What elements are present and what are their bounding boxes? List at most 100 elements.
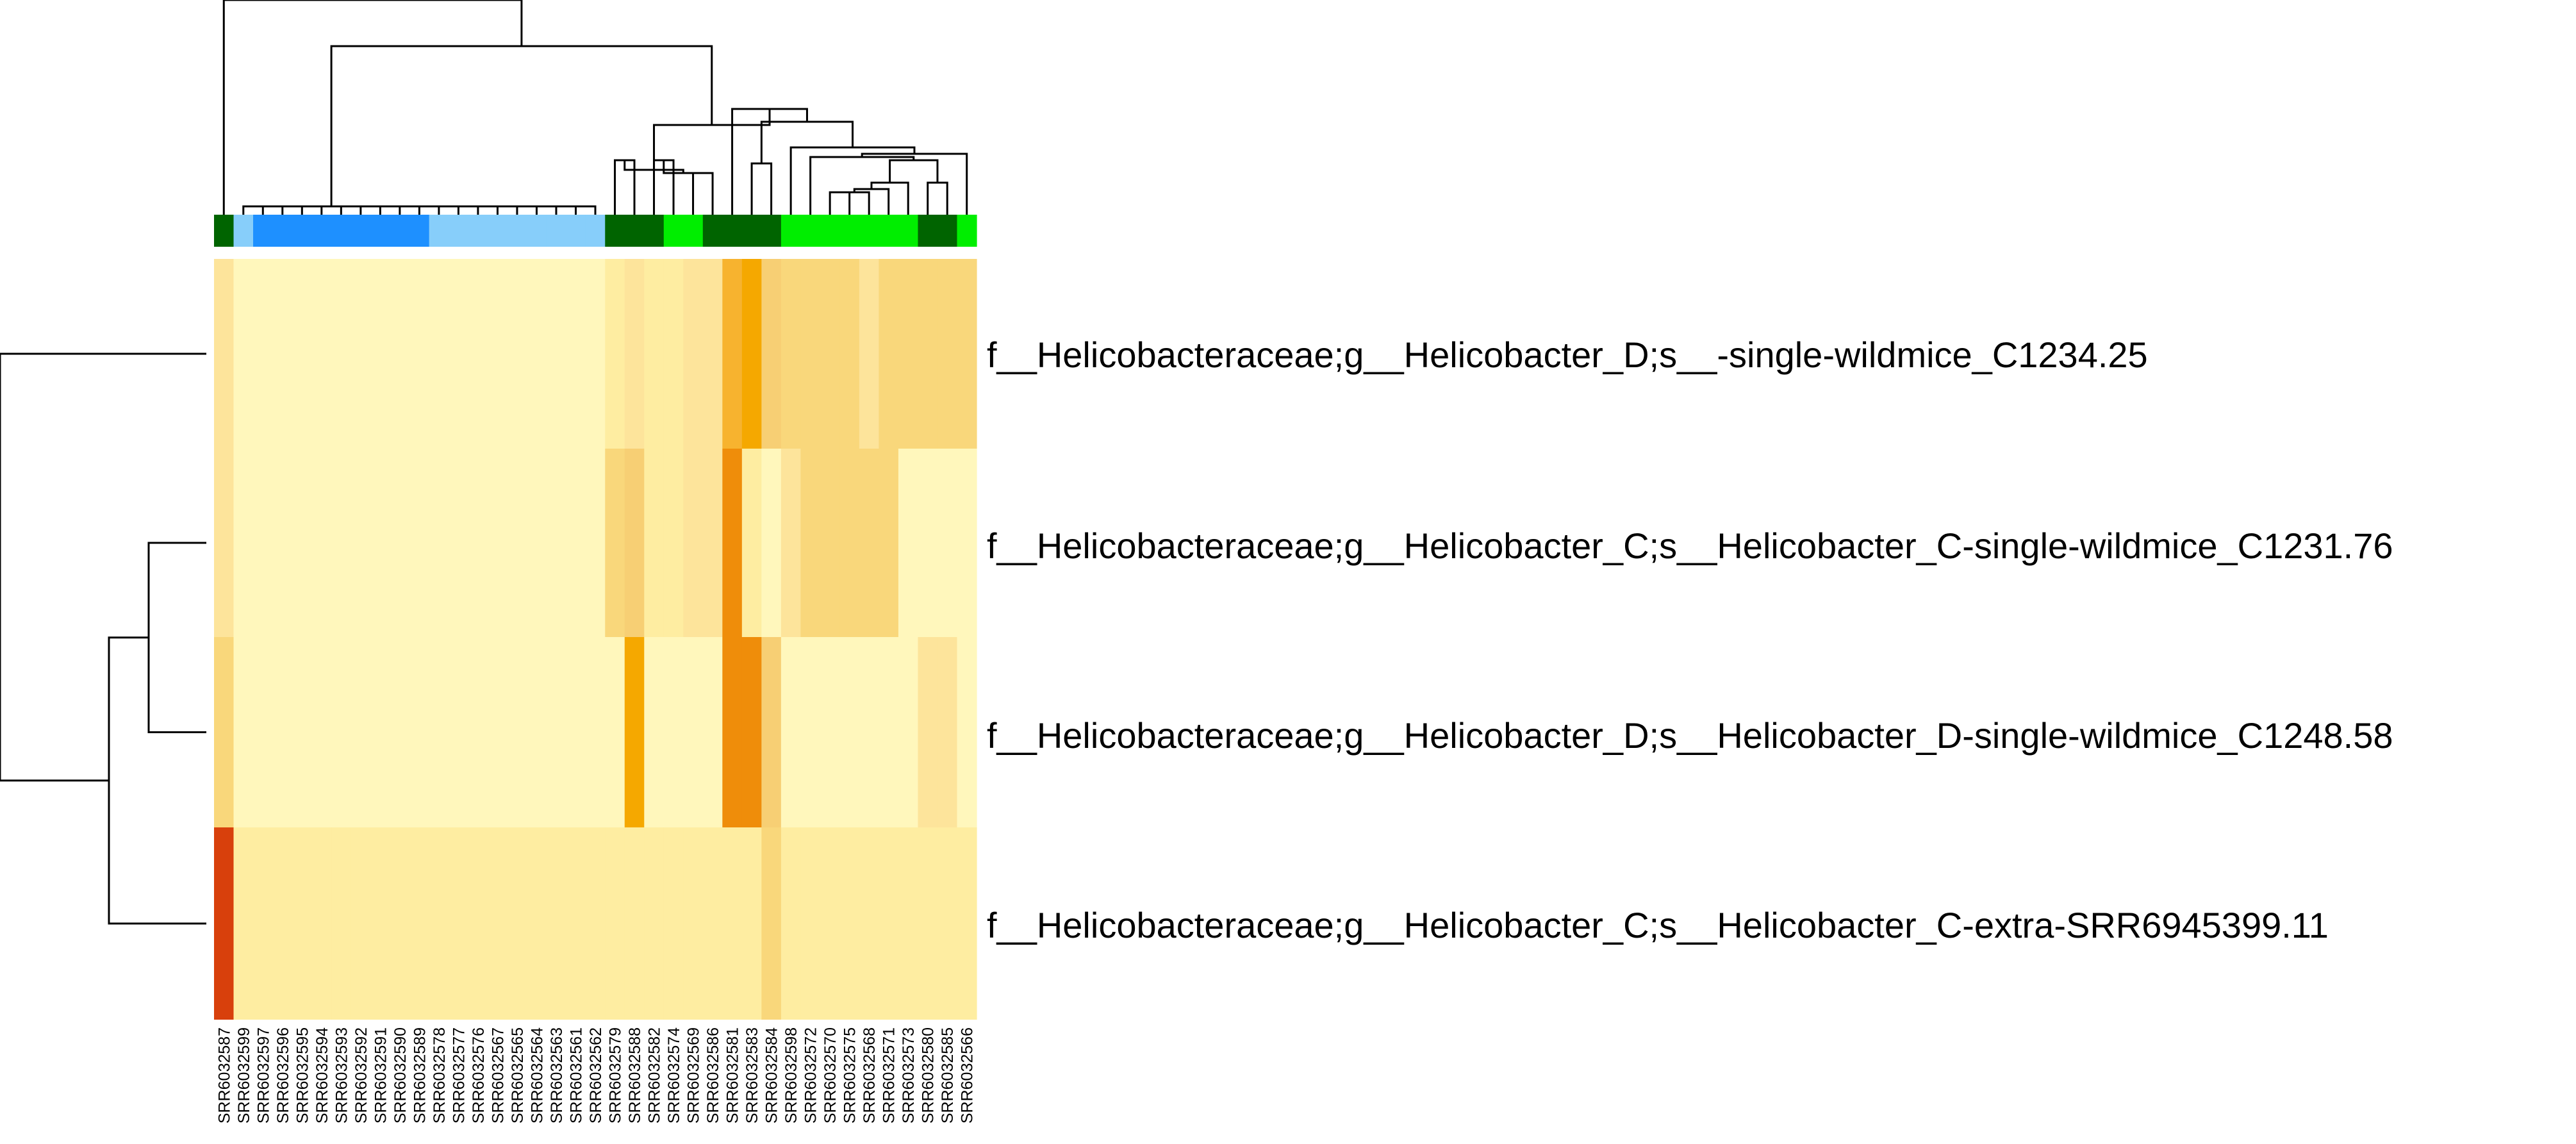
heatmap-cell xyxy=(644,259,665,449)
column-label: SRR6032569 xyxy=(685,1027,703,1123)
heatmap-cell xyxy=(507,449,527,637)
heatmap-cell xyxy=(644,449,665,637)
heatmap-cell xyxy=(311,827,332,1020)
group-color-cell xyxy=(879,215,899,247)
heatmap-cell xyxy=(449,637,469,827)
group-color-cell xyxy=(272,215,293,247)
heatmap-cell xyxy=(624,827,645,1020)
heatmap-cell xyxy=(761,449,782,637)
heatmap-cell xyxy=(820,259,841,449)
group-color-cell xyxy=(937,215,958,247)
heatmap-cell xyxy=(663,259,684,449)
heatmap-cell xyxy=(272,827,293,1020)
heatmap-cell xyxy=(546,259,566,449)
dendrogram-branch xyxy=(108,636,206,925)
heatmap-cell xyxy=(214,449,235,637)
heatmap-cell xyxy=(370,259,391,449)
heatmap-cell xyxy=(957,827,977,1020)
column-label: SRR6032597 xyxy=(254,1027,272,1123)
column-label: SRR6032580 xyxy=(920,1027,937,1123)
dendrogram-branch xyxy=(663,160,703,174)
heatmap-cell xyxy=(898,827,919,1020)
column-label: SRR6032593 xyxy=(333,1027,351,1123)
heatmap-cell xyxy=(624,259,645,449)
column-label: SRR6032594 xyxy=(313,1027,331,1123)
group-color-cell xyxy=(585,215,606,247)
heatmap-cell xyxy=(292,637,313,827)
heatmap-cell xyxy=(761,637,782,827)
group-color-cell xyxy=(839,215,860,247)
heatmap-cell xyxy=(214,259,235,449)
group-color-cell xyxy=(761,215,782,247)
heatmap-cell xyxy=(253,449,274,637)
heatmap-cell xyxy=(780,637,801,827)
heatmap-cell xyxy=(527,259,547,449)
heatmap-cell xyxy=(546,637,566,827)
dendrogram-branch xyxy=(853,188,890,215)
heatmap-cell xyxy=(859,827,880,1020)
dendrogram-branch xyxy=(330,45,713,206)
row-dendrogram xyxy=(0,352,206,925)
heatmap-cell xyxy=(468,827,488,1020)
group-color-cell xyxy=(566,215,586,247)
heatmap-cell xyxy=(468,259,488,449)
group-color-cell xyxy=(488,215,508,247)
group-color-cell xyxy=(957,215,977,247)
dendrogram-branch xyxy=(692,172,714,215)
column-label: SRR6032583 xyxy=(743,1027,761,1123)
heatmap-cell xyxy=(859,637,880,827)
column-label: SRR6032563 xyxy=(548,1027,566,1123)
group-color-cell xyxy=(918,215,938,247)
group-color-cell xyxy=(780,215,801,247)
row-label-3: f__Helicobacteraceae;g__Helicobacter_D;s… xyxy=(987,715,2393,756)
group-color-cell xyxy=(311,215,332,247)
heatmap-cell xyxy=(409,259,430,449)
heatmap-cell xyxy=(468,449,488,637)
group-color-cell xyxy=(605,215,625,247)
heatmap-cell xyxy=(820,449,841,637)
heatmap-cell xyxy=(683,449,704,637)
group-color-cell xyxy=(722,215,743,247)
group-color-cell xyxy=(507,215,527,247)
group-color-cell xyxy=(741,215,762,247)
heatmap-cell xyxy=(800,259,821,449)
heatmap-cell xyxy=(879,637,899,827)
dendrogram-branch xyxy=(292,205,323,215)
heatmap-cell xyxy=(449,827,469,1020)
heatmap-cell xyxy=(390,637,410,827)
heatmap-cell xyxy=(683,259,704,449)
group-color-cell xyxy=(624,215,645,247)
heatmap-cell xyxy=(527,637,547,827)
group-color-cell xyxy=(292,215,313,247)
heatmap-cell xyxy=(449,449,469,637)
heatmap-cell xyxy=(839,259,860,449)
heatmap-cell xyxy=(233,637,254,827)
row-label-4: f__Helicobacteraceae;g__Helicobacter_C;s… xyxy=(987,905,2329,945)
heatmap-cell xyxy=(331,827,352,1020)
heatmap-cell xyxy=(409,449,430,637)
dendrogram-branch xyxy=(870,181,909,215)
heatmap-cell xyxy=(409,637,430,827)
heatmap-cell xyxy=(253,827,274,1020)
group-color-cell xyxy=(702,215,723,247)
heatmap-cell xyxy=(839,637,860,827)
heatmap-cell xyxy=(429,259,449,449)
row-label-1: f__Helicobacteraceae;g__Helicobacter_D;s… xyxy=(987,335,2148,375)
heatmap-cell xyxy=(214,637,235,827)
column-label: SRR6032584 xyxy=(763,1027,781,1123)
heatmap-cell xyxy=(898,259,919,449)
heatmap-cell xyxy=(741,827,762,1020)
column-group-color-bar xyxy=(214,215,977,247)
heatmap-cell xyxy=(937,259,958,449)
heatmap-cell xyxy=(429,827,449,1020)
group-color-cell xyxy=(409,215,430,247)
heatmap-cell xyxy=(351,449,371,637)
dendrogram-branch xyxy=(750,162,773,215)
heatmap-cell xyxy=(820,637,841,827)
dendrogram-branch xyxy=(839,191,870,215)
heatmap-cell xyxy=(780,827,801,1020)
heatmap-cell xyxy=(820,827,841,1020)
heatmap-cell xyxy=(272,637,293,827)
dendrogram-branch xyxy=(653,109,771,170)
heatmap-cell xyxy=(233,827,254,1020)
